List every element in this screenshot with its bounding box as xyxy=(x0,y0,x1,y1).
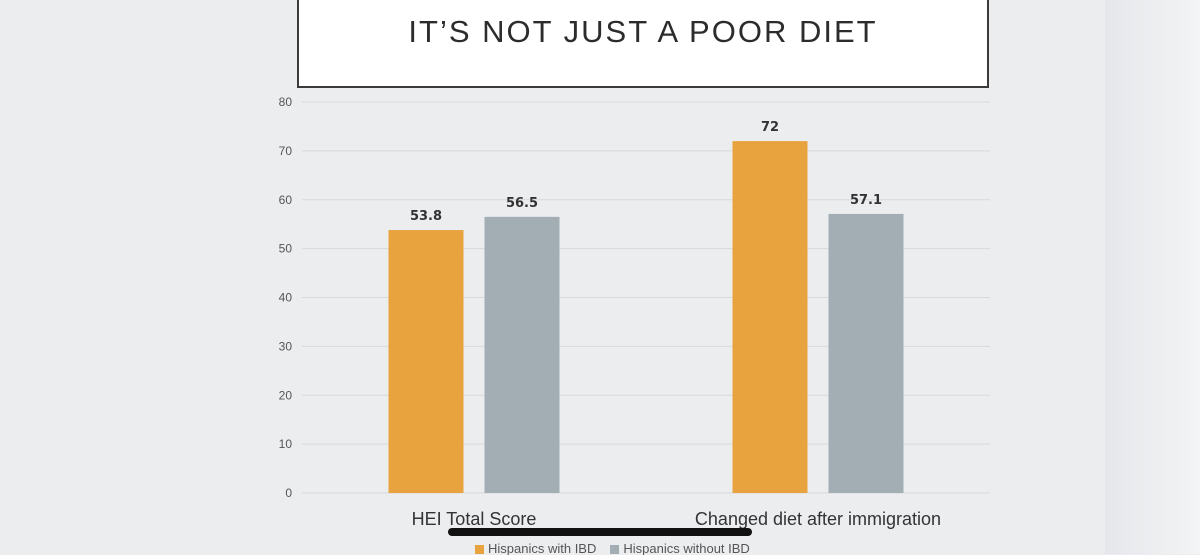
y-tick-label-80: 80 xyxy=(279,95,293,109)
home-indicator[interactable] xyxy=(448,528,752,536)
x-category-label-0: HEI Total Score xyxy=(412,509,537,529)
legend-label-without-ibd: Hispanics without IBD xyxy=(623,541,750,555)
legend-swatch-with-ibd xyxy=(475,545,484,554)
data-label-1-1: 57.1 xyxy=(850,193,882,208)
legend-item-without-ibd: Hispanics without IBD xyxy=(610,541,750,555)
legend-label-with-ibd: Hispanics with IBD xyxy=(488,541,597,555)
legend-item-with-ibd: Hispanics with IBD xyxy=(475,541,596,555)
x-category-label-1: Changed diet after immigration xyxy=(695,509,941,529)
data-label-0-0: 53.8 xyxy=(410,209,442,224)
y-tick-label-20: 20 xyxy=(279,388,293,402)
y-tick-label-60: 60 xyxy=(279,193,293,207)
y-tick-label-50: 50 xyxy=(279,242,293,256)
legend-swatch-without-ibd xyxy=(610,545,620,554)
y-tick-label-10: 10 xyxy=(279,437,293,451)
title-box: IT’S NOT JUST A POOR DIET xyxy=(297,0,989,88)
bar-1-1 xyxy=(828,213,904,493)
chart-legend: Hispanics with IBD Hispanics without IBD xyxy=(475,541,750,555)
bar-1-0 xyxy=(732,141,808,493)
bar-0-0 xyxy=(388,230,464,494)
slide-title: IT’S NOT JUST A POOR DIET xyxy=(408,14,878,49)
y-tick-label-40: 40 xyxy=(279,291,293,305)
y-tick-label-30: 30 xyxy=(279,339,293,353)
data-label-0-1: 56.5 xyxy=(506,196,538,211)
data-label-1-0: 72 xyxy=(761,120,779,135)
slide-edge-shade xyxy=(1105,0,1200,554)
y-tick-label-70: 70 xyxy=(279,144,293,158)
y-tick-label-0: 0 xyxy=(285,486,292,500)
bar-0-1 xyxy=(484,216,560,493)
